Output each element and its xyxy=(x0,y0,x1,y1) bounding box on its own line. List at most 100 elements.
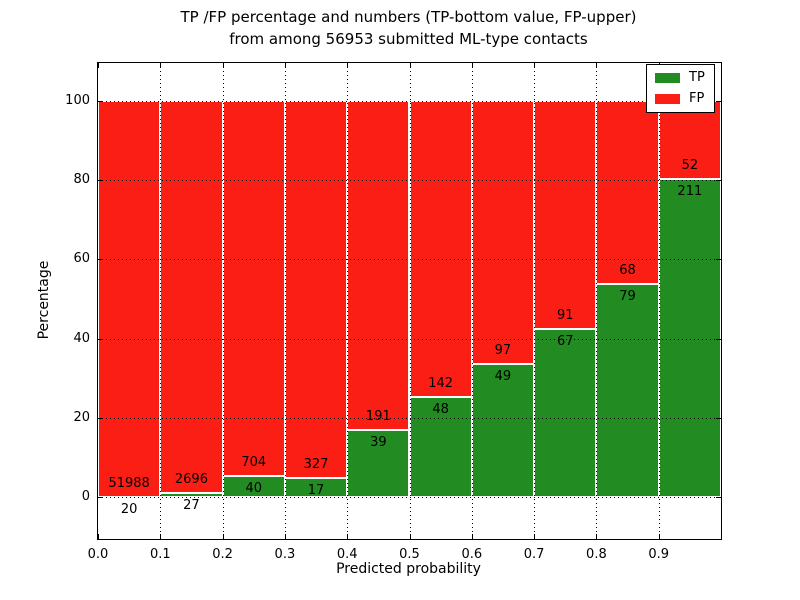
bar-fp-segment xyxy=(284,100,348,478)
chart-title-line2: from among 56953 submitted ML-type conta… xyxy=(229,30,588,48)
gridline-horizontal xyxy=(98,259,721,261)
x-tick-label: 0.7 xyxy=(523,547,545,562)
x-tick-mark-top xyxy=(284,63,286,68)
tp-count-label: 79 xyxy=(619,289,636,305)
y-tick-label: 100 xyxy=(65,92,90,108)
x-tick-mark-top xyxy=(222,63,224,68)
x-tick-mark xyxy=(347,534,349,539)
gridline-vertical xyxy=(347,63,349,539)
x-tick-label: 0.1 xyxy=(149,547,171,562)
y-tick-mark xyxy=(98,338,103,340)
x-tick-mark-top xyxy=(98,63,99,68)
x-tick-mark-top xyxy=(160,63,162,68)
x-tick-mark xyxy=(284,534,286,539)
chart-title-line1: TP /FP percentage and numbers (TP-bottom… xyxy=(180,8,637,26)
y-tick-mark-right xyxy=(716,338,721,340)
x-tick-mark xyxy=(98,534,99,539)
fp-count-label: 191 xyxy=(365,409,391,425)
tp-count-label: 49 xyxy=(494,369,512,385)
fp-count-label: 97 xyxy=(494,343,512,359)
gridline-horizontal xyxy=(98,100,721,102)
y-tick-mark xyxy=(98,259,103,261)
x-axis-label: Predicted probability xyxy=(336,561,481,577)
gridline-vertical xyxy=(596,63,598,539)
bar-fp-segment xyxy=(98,100,161,498)
fp-count-label: 327 xyxy=(303,456,329,472)
gridline-horizontal xyxy=(98,497,721,499)
fp-count-label: 91 xyxy=(556,308,574,324)
legend-entry: FP xyxy=(655,92,705,106)
bar-fp-segment xyxy=(160,100,223,494)
gridline-vertical xyxy=(160,63,162,539)
x-tick-label: 0.5 xyxy=(399,547,420,562)
bar-tp-segment xyxy=(658,179,721,498)
x-tick-mark xyxy=(222,534,224,539)
gridline-horizontal xyxy=(98,338,721,340)
y-tick-mark xyxy=(98,180,103,182)
x-tick-mark-top xyxy=(471,63,473,68)
gridline-vertical xyxy=(409,63,411,539)
x-tick-mark-top xyxy=(409,63,411,68)
gridline-vertical xyxy=(471,63,473,539)
fp-count-label: 68 xyxy=(619,263,636,279)
y-axis-label: Percentage xyxy=(36,260,52,340)
x-tick-label: 0.9 xyxy=(648,547,670,562)
fp-count-label: 52 xyxy=(681,158,699,174)
tp-count-label: 48 xyxy=(432,402,449,418)
legend-swatch-tp xyxy=(655,73,680,83)
x-tick-mark xyxy=(160,534,162,539)
gridline-vertical xyxy=(284,63,286,539)
fp-count-label: 142 xyxy=(428,376,454,392)
bar-tp-segment xyxy=(534,329,597,498)
x-tick-label: 0.6 xyxy=(461,547,483,562)
bar-tp-segment xyxy=(409,397,472,498)
y-tick-mark xyxy=(98,100,103,102)
y-tick-label: 20 xyxy=(73,410,90,426)
x-tick-mark xyxy=(471,534,473,539)
x-tick-label: 0.8 xyxy=(586,547,607,562)
gridline-vertical xyxy=(534,63,536,539)
bar-fp-segment xyxy=(222,100,285,476)
y-tick-mark-right xyxy=(716,497,721,499)
gridline-vertical xyxy=(658,63,660,539)
tp-count-label: 20 xyxy=(120,502,138,518)
tp-count-label: 17 xyxy=(307,482,325,498)
tp-count-label: 40 xyxy=(245,481,263,497)
y-tick-mark-right xyxy=(716,259,721,261)
y-tick-mark xyxy=(98,418,103,420)
x-tick-mark-top xyxy=(596,63,598,68)
y-tick-mark-right xyxy=(716,100,721,102)
x-tick-label: 0.4 xyxy=(336,547,358,562)
chart-title: TP /FP percentage and numbers (TP-bottom… xyxy=(97,6,720,50)
x-tick-label: 0.0 xyxy=(87,547,109,562)
bar-fp-segment xyxy=(534,100,597,330)
fp-count-label: 51988 xyxy=(108,476,150,492)
y-tick-mark xyxy=(98,497,103,499)
legend-entry: TP xyxy=(655,71,705,85)
x-tick-label: 0.2 xyxy=(212,547,233,562)
fp-count-label: 2696 xyxy=(174,472,208,488)
gridline-horizontal xyxy=(98,180,721,182)
bar-fp-segment xyxy=(658,100,721,180)
x-tick-mark xyxy=(596,534,598,539)
y-tick-mark-right xyxy=(716,418,721,420)
gridline-vertical xyxy=(222,63,224,539)
plot-area: 51988 20 2696 27 704 40 327 17 191 39 142 48 97 49 91 6… xyxy=(65,62,722,562)
legend-label: FP xyxy=(689,91,705,106)
bar-fp-segment xyxy=(471,100,535,365)
y-tick-label: 60 xyxy=(73,251,90,267)
x-tick-mark-top xyxy=(534,63,536,68)
tp-count-label: 39 xyxy=(370,435,387,451)
x-tick-mark-top xyxy=(347,63,349,68)
y-tick-label: 80 xyxy=(73,172,90,188)
x-tick-mark xyxy=(534,534,536,539)
x-tick-label: 0.3 xyxy=(274,547,296,562)
x-tick-mark xyxy=(658,534,660,539)
tp-count-label: 27 xyxy=(183,498,200,514)
tp-count-label: 67 xyxy=(556,334,574,350)
y-tick-label: 0 xyxy=(81,489,90,505)
legend-swatch-fp xyxy=(655,94,680,104)
legend: TP FP xyxy=(646,64,715,113)
x-tick-mark xyxy=(409,534,411,539)
